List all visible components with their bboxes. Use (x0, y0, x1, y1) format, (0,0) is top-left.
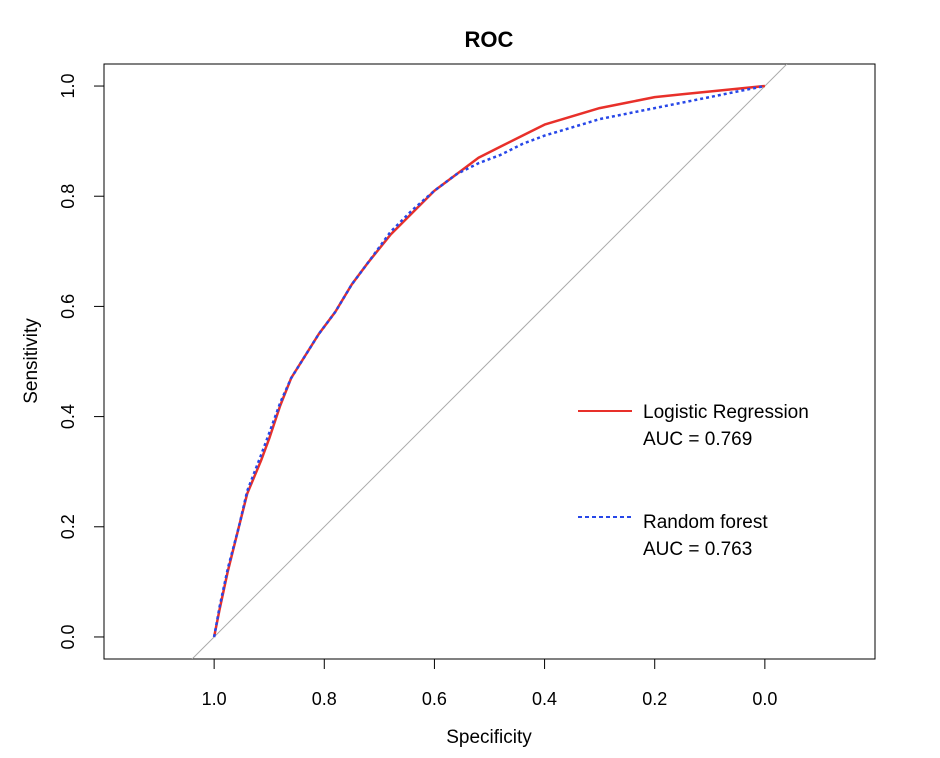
legend-auc-random-forest: AUC = 0.763 (643, 539, 752, 560)
chart-title: ROC (465, 27, 514, 52)
legend-auc-logistic-regression: AUC = 0.769 (643, 429, 752, 450)
y-axis-title: Sensitivity (21, 318, 42, 404)
legend-label-random-forest: Random forest (643, 512, 768, 533)
x-tick-label: 0.8 (312, 689, 337, 709)
y-axis: 0.0 0.2 0.4 0.6 0.8 1.0 (58, 74, 105, 649)
x-tick-label: 1.0 (202, 689, 227, 709)
y-tick-label: 0.0 (58, 624, 78, 649)
y-tick-label: 0.4 (58, 404, 78, 429)
series-line-random-forest (212, 84, 766, 638)
x-tick-label: 0.0 (752, 689, 777, 709)
y-tick-label: 1.0 (58, 74, 78, 99)
legend-label-logistic-regression: Logistic Regression (643, 402, 809, 423)
legend: Logistic Regression AUC = 0.769 Random f… (578, 402, 809, 560)
x-axis-title: Specificity (446, 727, 532, 748)
reference-diagonal-line (191, 64, 788, 659)
series-line-logistic-regression (212, 84, 766, 638)
y-tick-label: 0.8 (58, 184, 78, 209)
x-axis: 1.0 0.8 0.6 0.4 0.2 0.0 (202, 658, 777, 709)
y-tick-label: 0.6 (58, 294, 78, 319)
x-tick-label: 0.2 (642, 689, 667, 709)
x-tick-label: 0.6 (422, 689, 447, 709)
y-tick-label: 0.2 (58, 514, 78, 539)
x-tick-label: 0.4 (532, 689, 557, 709)
